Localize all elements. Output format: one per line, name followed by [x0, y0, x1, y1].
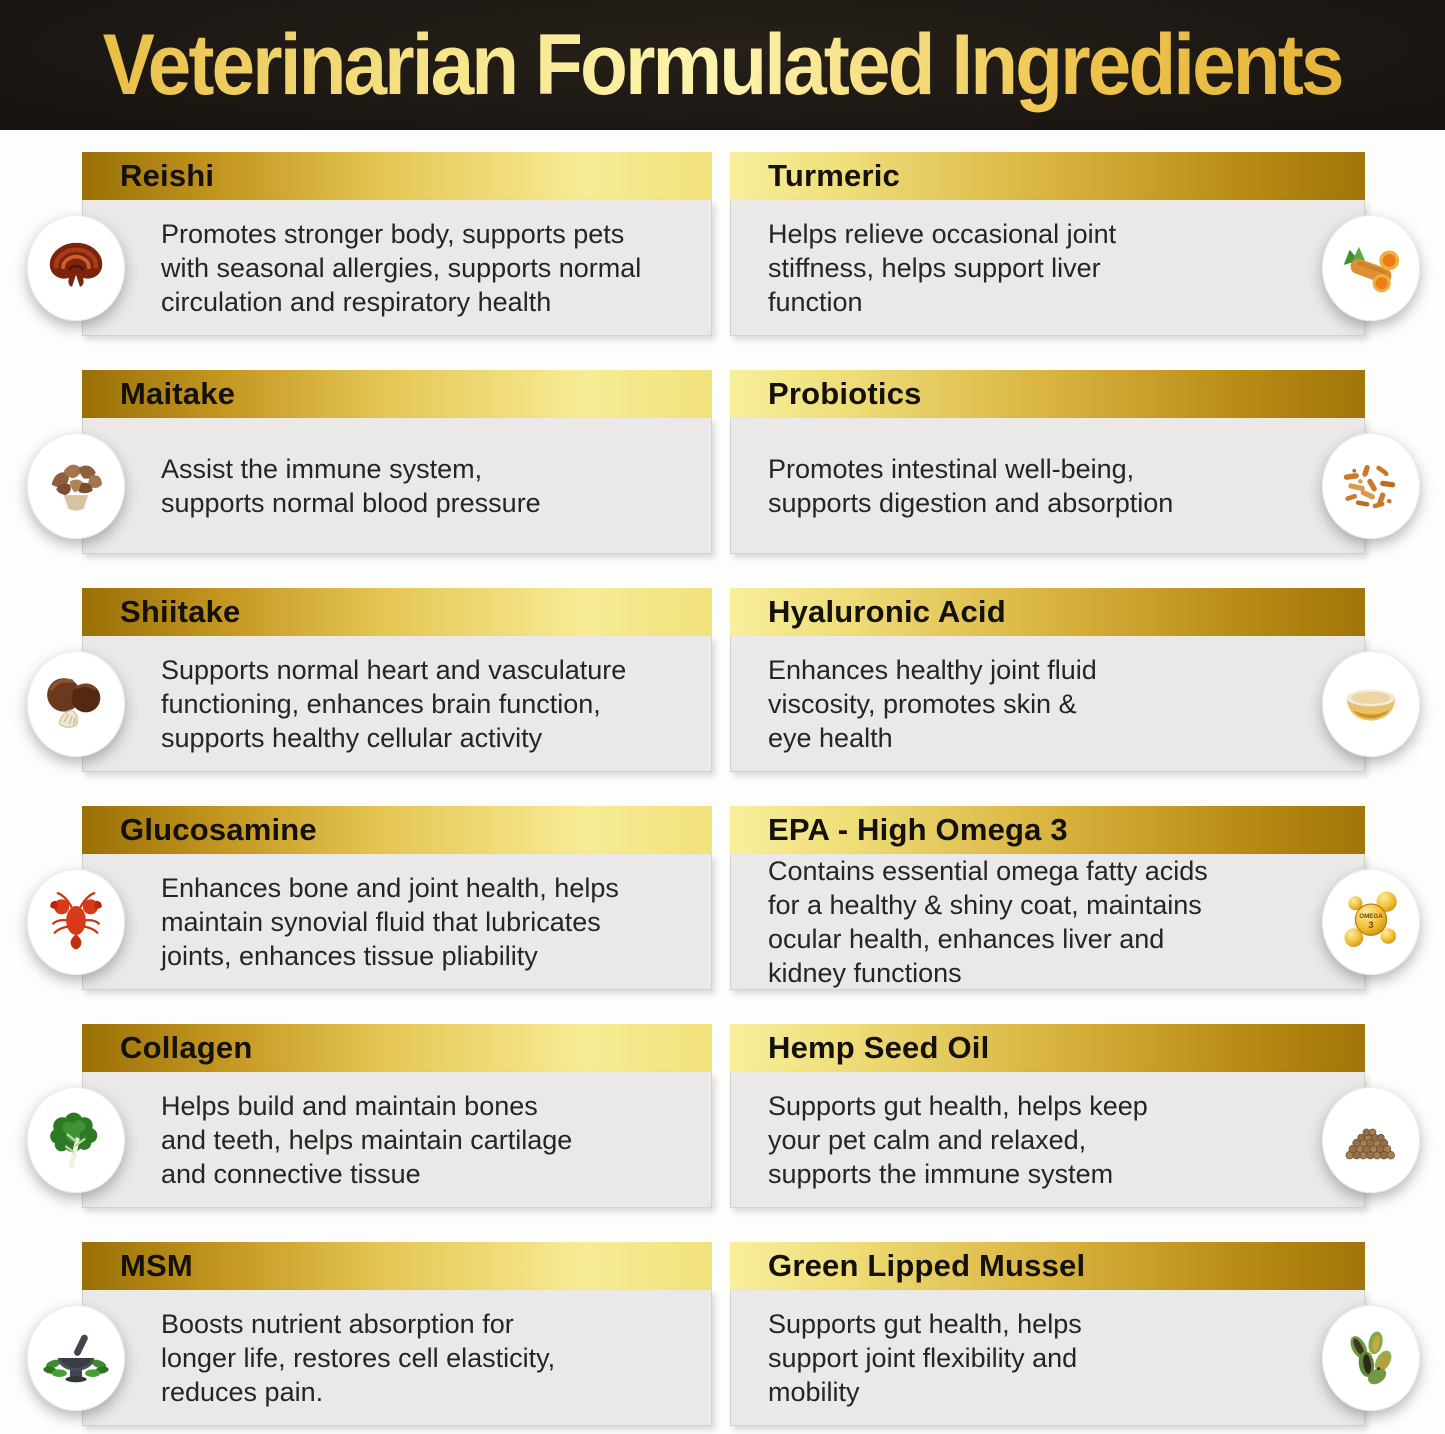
ingredient-card-body: Boosts nutrient absorption for longer li… [82, 1290, 712, 1426]
ingredient-description: Supports gut health, helps support joint… [768, 1308, 1082, 1407]
ingredient-description: Assist the immune system, supports norma… [161, 453, 541, 518]
probiotics-icon [1322, 433, 1420, 539]
ingredient-card-body: Promotes intestinal well-being, supports… [730, 418, 1365, 554]
ingredient-card-header: MSM [82, 1242, 712, 1290]
ingredient-description: Enhances bone and joint health, helps ma… [161, 872, 619, 971]
ingredient-name: Shiitake [120, 594, 241, 629]
ingredient-card-omega-3: EPA - High Omega 3 Contains essential om… [730, 806, 1420, 990]
ingredient-card-glucosamine: Glucosamine Enhances bone and joint heal… [27, 806, 712, 990]
maitake-icon [27, 433, 125, 539]
ingredient-name: Collagen [120, 1030, 253, 1065]
omega-3-icon: OMEGA 3 [1322, 869, 1420, 975]
ingredient-card-header: Shiitake [82, 588, 712, 636]
svg-text:OMEGA: OMEGA [1359, 913, 1383, 920]
ingredient-card-hemp-seed: Hemp Seed Oil Supports gut health, helps… [730, 1024, 1420, 1208]
ingredient-card-probiotics: Probiotics Promotes intestinal well-bein… [730, 370, 1420, 554]
hemp-seed-icon [1322, 1087, 1420, 1193]
ingredient-card-collagen: Collagen Helps build and maintain bones … [27, 1024, 712, 1208]
ingredient-card-reishi: Reishi Promotes stronger body, supports … [27, 152, 712, 336]
ingredient-card-header: EPA - High Omega 3 [730, 806, 1365, 854]
hyaluronic-acid-icon [1322, 651, 1420, 757]
banner: Veterinarian Formulated Ingredients [0, 0, 1445, 130]
ingredient-name: Maitake [120, 376, 236, 411]
ingredient-card-header: Hemp Seed Oil [730, 1024, 1365, 1072]
glucosamine-icon [27, 869, 125, 975]
ingredient-card-body: Supports normal heart and vasculature fu… [82, 636, 712, 772]
ingredient-card-maitake: Maitake Assist the immune system, suppor… [27, 370, 712, 554]
ingredient-card-body: Helps build and maintain bones and teeth… [82, 1072, 712, 1208]
cards-grid: Reishi Promotes stronger body, supports … [0, 130, 1445, 1426]
ingredient-name: Reishi [120, 158, 215, 193]
ingredient-description: Promotes intestinal well-being, supports… [768, 453, 1174, 518]
ingredient-name: MSM [120, 1248, 193, 1283]
ingredient-description: Supports normal heart and vasculature fu… [161, 654, 627, 753]
ingredient-card-header: Collagen [82, 1024, 712, 1072]
ingredient-name: Hemp Seed Oil [768, 1030, 990, 1065]
ingredient-card-header: Green Lipped Mussel [730, 1242, 1365, 1290]
collagen-icon [27, 1087, 125, 1193]
ingredient-description: Helps build and maintain bones and teeth… [161, 1090, 573, 1189]
ingredient-card-green-lipped-mussel: Green Lipped Mussel Supports gut health,… [730, 1242, 1420, 1426]
ingredient-description: Promotes stronger body, supports pets wi… [161, 218, 642, 317]
ingredient-card-body: Enhances bone and joint health, helps ma… [82, 854, 712, 990]
ingredient-card-body: Supports gut health, helps keep your pet… [730, 1072, 1365, 1208]
ingredient-name: Probiotics [768, 376, 922, 411]
ingredient-card-header: Glucosamine [82, 806, 712, 854]
reishi-icon [27, 215, 125, 321]
ingredient-card-body: Contains essential omega fatty acids for… [730, 854, 1365, 990]
ingredient-description: Supports gut health, helps keep your pet… [768, 1090, 1148, 1189]
ingredient-card-header: Reishi [82, 152, 712, 200]
green-lipped-mussel-icon [1322, 1305, 1420, 1411]
ingredient-description: Contains essential omega fatty acids for… [768, 855, 1208, 988]
ingredient-card-body: Promotes stronger body, supports pets wi… [82, 200, 712, 336]
msm-icon [27, 1305, 125, 1411]
ingredient-card-body: Helps relieve occasional joint stiffness… [730, 200, 1365, 336]
ingredient-description: Boosts nutrient absorption for longer li… [161, 1308, 556, 1407]
turmeric-icon [1322, 215, 1420, 321]
ingredient-description: Enhances healthy joint fluid viscosity, … [768, 654, 1097, 753]
ingredient-card-shiitake: Shiitake Supports normal heart and vascu… [27, 588, 712, 772]
ingredient-card-turmeric: Turmeric Helps relieve occasional joint … [730, 152, 1420, 336]
ingredient-card-header: Maitake [82, 370, 712, 418]
ingredient-card-header: Probiotics [730, 370, 1365, 418]
ingredient-name: Turmeric [768, 158, 900, 193]
ingredient-card-header: Hyaluronic Acid [730, 588, 1365, 636]
page-title: Veterinarian Formulated Ingredients [103, 15, 1345, 114]
ingredient-name: Hyaluronic Acid [768, 594, 1006, 629]
ingredient-card-hyaluronic-acid: Hyaluronic Acid Enhances healthy joint f… [730, 588, 1420, 772]
svg-text:3: 3 [1368, 920, 1373, 930]
ingredient-name: Glucosamine [120, 812, 317, 847]
ingredient-card-msm: MSM Boosts nutrient absorption for longe… [27, 1242, 712, 1426]
ingredient-description: Helps relieve occasional joint stiffness… [768, 218, 1117, 317]
ingredient-card-body: Assist the immune system, supports norma… [82, 418, 712, 554]
ingredient-card-body: Supports gut health, helps support joint… [730, 1290, 1365, 1426]
ingredient-name: Green Lipped Mussel [768, 1248, 1086, 1283]
ingredient-card-body: Enhances healthy joint fluid viscosity, … [730, 636, 1365, 772]
ingredient-name: EPA - High Omega 3 [768, 812, 1068, 847]
shiitake-icon [27, 651, 125, 757]
ingredient-card-header: Turmeric [730, 152, 1365, 200]
